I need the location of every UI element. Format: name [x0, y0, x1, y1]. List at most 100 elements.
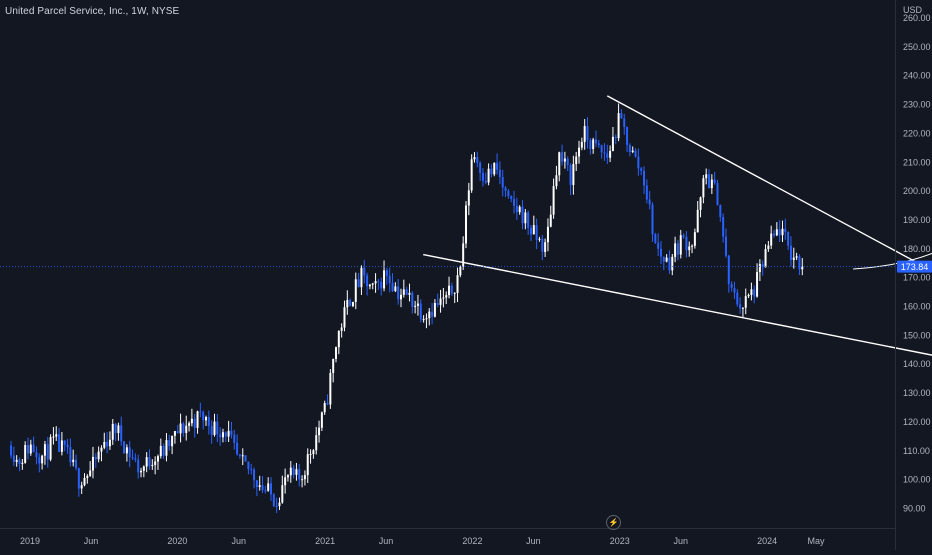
- candle: [626, 126, 629, 153]
- candle: [360, 265, 363, 295]
- candle: [55, 426, 58, 441]
- candle-body: [292, 467, 295, 475]
- candle-body: [787, 231, 790, 246]
- candle-body: [696, 209, 699, 233]
- candle-body: [128, 447, 131, 458]
- candle: [18, 457, 21, 472]
- candle-body: [137, 459, 140, 473]
- candle-body: [592, 139, 595, 150]
- candle-body: [484, 180, 487, 183]
- candle: [648, 190, 651, 210]
- candle: [275, 497, 278, 514]
- candle-body: [473, 157, 476, 160]
- candle-body: [671, 256, 674, 271]
- candle-body: [750, 289, 753, 295]
- price-tick-label: 240.00: [903, 71, 931, 81]
- price-axis-labels[interactable]: 260.00 250.00 240.00 230.00 220.00 210.00 200.…: [903, 13, 931, 513]
- candle: [498, 161, 501, 185]
- candle-body: [182, 423, 185, 433]
- candle-body: [151, 464, 154, 467]
- candle-body: [24, 445, 27, 463]
- candle-body: [436, 302, 439, 305]
- candle-body: [758, 263, 761, 273]
- candle-body: [10, 445, 13, 456]
- trend-line: [606, 95, 932, 272]
- candle-body: [323, 403, 326, 413]
- candle-body: [188, 423, 191, 426]
- candle: [385, 267, 388, 285]
- candle: [335, 346, 338, 363]
- candle: [190, 408, 193, 427]
- candle: [789, 236, 792, 267]
- candle: [558, 151, 561, 182]
- candle-body: [611, 136, 614, 151]
- candle-body: [52, 436, 55, 438]
- candle-body: [241, 455, 244, 457]
- candle-body: [507, 190, 510, 197]
- candle: [453, 292, 456, 304]
- candle-body: [58, 434, 61, 452]
- price-axis[interactable]: [895, 0, 932, 550]
- currency-label: USD: [903, 5, 923, 15]
- candle-body: [35, 452, 38, 458]
- candle-body: [261, 485, 264, 491]
- candle: [100, 445, 103, 462]
- candle-body: [724, 236, 727, 256]
- candle-body: [360, 267, 363, 288]
- candle: [111, 419, 114, 445]
- candle-body: [600, 145, 603, 153]
- candle-body: [433, 302, 436, 317]
- candle: [134, 453, 137, 463]
- candle: [561, 144, 564, 166]
- time-axis-labels[interactable]: 2019 Jun 2020 Jun 2021 Jun 2022 Jun 2023 Jun 2024 M…: [20, 536, 825, 546]
- candle-body: [713, 179, 716, 183]
- candle: [162, 443, 165, 459]
- candle-body: [679, 235, 682, 255]
- candle: [58, 428, 61, 453]
- candle: [332, 358, 335, 383]
- candle-body: [224, 432, 227, 437]
- candle-body: [425, 318, 428, 320]
- candle-body: [38, 457, 41, 464]
- candle: [456, 267, 459, 303]
- candle: [476, 151, 479, 168]
- candle: [691, 244, 694, 254]
- candle-body: [674, 243, 677, 257]
- candle-body: [383, 270, 386, 289]
- candle: [399, 288, 402, 308]
- candle: [733, 281, 736, 299]
- candle: [354, 272, 357, 310]
- lightning-icon[interactable]: ⚡: [606, 515, 621, 530]
- candle-body: [202, 412, 205, 421]
- candle-body: [761, 263, 764, 268]
- candle-body: [371, 283, 374, 285]
- candle: [298, 464, 301, 487]
- candle: [750, 282, 753, 301]
- candle-body: [467, 190, 470, 206]
- candle: [594, 130, 597, 148]
- candle: [233, 429, 236, 450]
- drawings-layer[interactable]: [423, 95, 932, 361]
- candle: [52, 426, 55, 445]
- candle: [761, 260, 764, 276]
- candle: [238, 454, 241, 459]
- candle: [131, 449, 134, 461]
- candle: [535, 218, 538, 250]
- candle-body: [100, 447, 103, 452]
- candle: [326, 394, 329, 406]
- candle-body: [792, 257, 795, 260]
- candle: [77, 467, 80, 497]
- candle-body: [414, 305, 417, 307]
- candle: [606, 144, 609, 165]
- candle: [60, 432, 63, 456]
- candle: [46, 436, 49, 468]
- candle-body: [479, 162, 482, 173]
- candle-body: [535, 225, 538, 240]
- candle-body: [377, 281, 380, 283]
- candle-body: [89, 470, 92, 476]
- candle: [699, 196, 702, 218]
- candle: [614, 134, 617, 145]
- time-tick-label: 2021: [315, 536, 335, 546]
- candle: [394, 282, 397, 293]
